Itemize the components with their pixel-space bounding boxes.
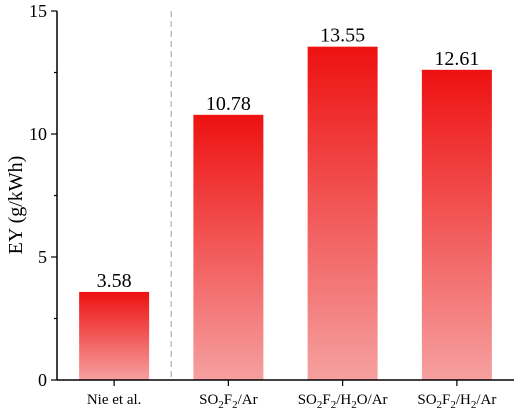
y-tick-label-2: 10 bbox=[29, 124, 47, 144]
category-label-1: SO2F2/Ar bbox=[199, 392, 258, 411]
bar-2 bbox=[307, 46, 378, 381]
bar-1 bbox=[193, 114, 264, 380]
y-axis-label: EY (g/kWh) bbox=[5, 156, 27, 255]
y-tick-label-1: 5 bbox=[38, 247, 47, 267]
data-label-0: 3.58 bbox=[97, 270, 132, 292]
category-label-2: SO2F2/H2O/Ar bbox=[298, 392, 388, 411]
plot-area: 3.58 Nie et al. 10.78 SO2F2/Ar 13.55 SO2F2/H2… bbox=[29, 1, 514, 411]
data-label-3: 12.61 bbox=[434, 48, 479, 70]
y-tick-label-0: 0 bbox=[38, 370, 47, 390]
bar-0 bbox=[79, 291, 150, 380]
category-label-3: SO2F2/H2/Ar bbox=[417, 392, 496, 411]
bar-3 bbox=[421, 69, 492, 380]
data-label-2: 13.55 bbox=[320, 25, 365, 47]
category-label-0: Nie et al. bbox=[87, 392, 142, 408]
data-label-1: 10.78 bbox=[206, 93, 251, 115]
y-tick-label-3: 15 bbox=[29, 1, 47, 21]
